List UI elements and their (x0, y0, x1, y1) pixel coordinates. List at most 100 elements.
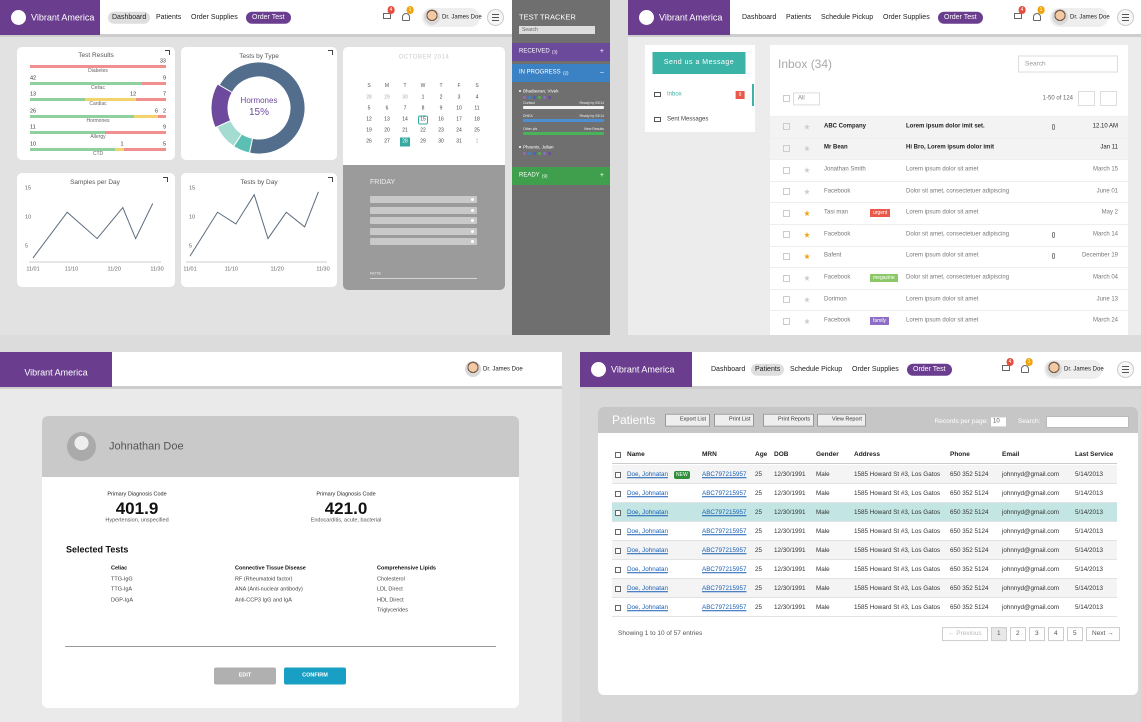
calendar-day[interactable]: 29 (384, 94, 390, 101)
mail-icon[interactable] (1014, 13, 1022, 19)
toolbar-button[interactable]: Export List (665, 413, 710, 427)
calendar-day[interactable]: 18 (474, 116, 480, 123)
page-button[interactable]: 1 (991, 627, 1007, 641)
nav-item[interactable]: Schedule Pickup (790, 365, 843, 373)
row-checkbox[interactable] (783, 166, 790, 174)
calendar-day[interactable]: 9 (439, 105, 443, 112)
message-row[interactable] (770, 137, 1128, 160)
calendar-day[interactable]: 11 (474, 105, 480, 112)
page-button[interactable]: 5 (1067, 627, 1083, 641)
calendar-day[interactable]: 6 (385, 105, 389, 112)
row-checkbox[interactable] (615, 528, 621, 535)
calendar-day[interactable]: 10 (456, 105, 462, 112)
tracker-section[interactable] (512, 43, 610, 61)
mail-icon[interactable] (383, 13, 391, 19)
nav-item[interactable]: Order Supplies (191, 13, 238, 21)
page-button[interactable]: 3 (1029, 627, 1045, 641)
calendar-day[interactable]: 7 (403, 105, 407, 112)
calendar-day[interactable]: 2 (439, 94, 443, 101)
records-select[interactable]: 10 (991, 417, 1006, 427)
patient-link[interactable]: ABC797215957 (702, 603, 747, 611)
next-page[interactable] (1100, 91, 1117, 106)
patient-link[interactable]: ABC797215957 (702, 565, 747, 573)
row-checkbox[interactable] (783, 231, 790, 239)
calendar-day[interactable]: 30 (438, 138, 444, 145)
tracker-search[interactable]: Search (519, 26, 595, 34)
row-checkbox[interactable] (783, 317, 790, 325)
message-row[interactable] (770, 116, 1128, 138)
bell-icon[interactable] (402, 13, 410, 21)
calendar-day[interactable]: 1 (475, 138, 479, 145)
nav-item[interactable]: Patients (786, 13, 812, 21)
row-checkbox[interactable] (615, 490, 621, 497)
patient-link[interactable]: ABC797215957 (702, 489, 747, 497)
calendar-day[interactable]: 27 (384, 138, 390, 145)
table-row[interactable] (612, 598, 1117, 617)
patient-link[interactable]: Doe, Johnatan (627, 603, 668, 611)
patient-link[interactable]: Doe, Johnatan (627, 527, 668, 535)
patient-link[interactable]: ABC797215957 (702, 546, 747, 554)
tracker-section[interactable] (512, 64, 610, 82)
table-row[interactable] (612, 579, 1117, 598)
calendar-day[interactable]: 28 (366, 94, 372, 101)
patient-link[interactable]: Doe, Johnatan (627, 584, 668, 592)
patient-link[interactable]: Doe, Johnatan (627, 508, 668, 516)
patient-link[interactable]: Doe, Johnatan (627, 565, 668, 573)
edit-button[interactable]: EDIT (214, 667, 276, 685)
message-row[interactable] (770, 202, 1128, 224)
nav-item[interactable]: Dashboard (742, 13, 777, 21)
table-row[interactable] (612, 503, 1117, 522)
message-row[interactable] (770, 310, 1128, 332)
nav-item[interactable]: Order Supplies (883, 13, 930, 21)
calendar-day[interactable]: 31 (456, 138, 462, 145)
calendar-day[interactable]: 22 (420, 127, 426, 134)
nav-item[interactable]: Patients (156, 13, 182, 21)
row-checkbox[interactable] (783, 252, 790, 260)
table-row[interactable] (612, 484, 1117, 503)
nav-item[interactable]: Schedule Pickup (821, 13, 874, 21)
calendar-day[interactable]: 8 (421, 105, 425, 112)
calendar-day[interactable]: 5 (367, 105, 371, 112)
calendar-day[interactable]: 12 (366, 116, 372, 123)
patient-link[interactable]: ABC797215957 (702, 527, 747, 535)
calendar-day[interactable]: 28 (400, 137, 410, 147)
toolbar-button[interactable]: View Report (817, 413, 866, 427)
calendar-day[interactable]: 26 (366, 138, 372, 145)
row-checkbox[interactable] (783, 188, 790, 196)
folder-name[interactable]: Inbox (667, 91, 682, 98)
compose-button[interactable]: Send us a Message (652, 52, 746, 74)
row-checkbox[interactable] (783, 123, 790, 131)
bell-icon[interactable] (1033, 13, 1041, 21)
nav-item[interactable]: Order Supplies (852, 365, 899, 373)
nav-item[interactable]: Patients (751, 363, 785, 376)
order-test-button[interactable]: Order Test (938, 11, 983, 24)
patient-link[interactable]: ABC797215957 (702, 470, 747, 478)
patient-link[interactable]: Doe, Johnatan (627, 470, 668, 478)
prev-page[interactable] (1078, 91, 1095, 106)
row-checkbox[interactable] (615, 604, 621, 611)
calendar-day[interactable]: 19 (366, 127, 372, 134)
row-checkbox[interactable] (783, 274, 790, 282)
message-row[interactable] (770, 267, 1128, 289)
toolbar-button[interactable]: Print Reports (763, 413, 815, 427)
calendar-day[interactable]: 1 (421, 94, 425, 101)
table-row[interactable] (612, 465, 1117, 484)
calendar-day[interactable]: 13 (384, 116, 390, 123)
calendar-day[interactable]: 20 (384, 127, 390, 134)
mail-icon[interactable] (1002, 365, 1010, 371)
nav-item[interactable]: Dashboard (711, 365, 746, 373)
row-checkbox[interactable] (615, 547, 621, 554)
patient-link[interactable]: Doe, Johnatan (627, 489, 668, 497)
row-checkbox[interactable] (615, 509, 621, 516)
message-row[interactable] (770, 224, 1128, 246)
patient-link[interactable]: Doe, Johnatan (627, 546, 668, 554)
row-checkbox[interactable] (783, 296, 790, 304)
inbox-search[interactable]: Search (1018, 55, 1118, 73)
patient-link[interactable]: ABC797215957 (702, 584, 747, 592)
table-row[interactable] (612, 522, 1117, 541)
calendar-day[interactable]: 14 (402, 116, 408, 123)
calendar-day[interactable]: 29 (420, 138, 426, 145)
calendar-day[interactable]: 21 (402, 127, 408, 134)
page-button[interactable]: ← Previous (942, 627, 988, 641)
row-checkbox[interactable] (615, 566, 621, 573)
